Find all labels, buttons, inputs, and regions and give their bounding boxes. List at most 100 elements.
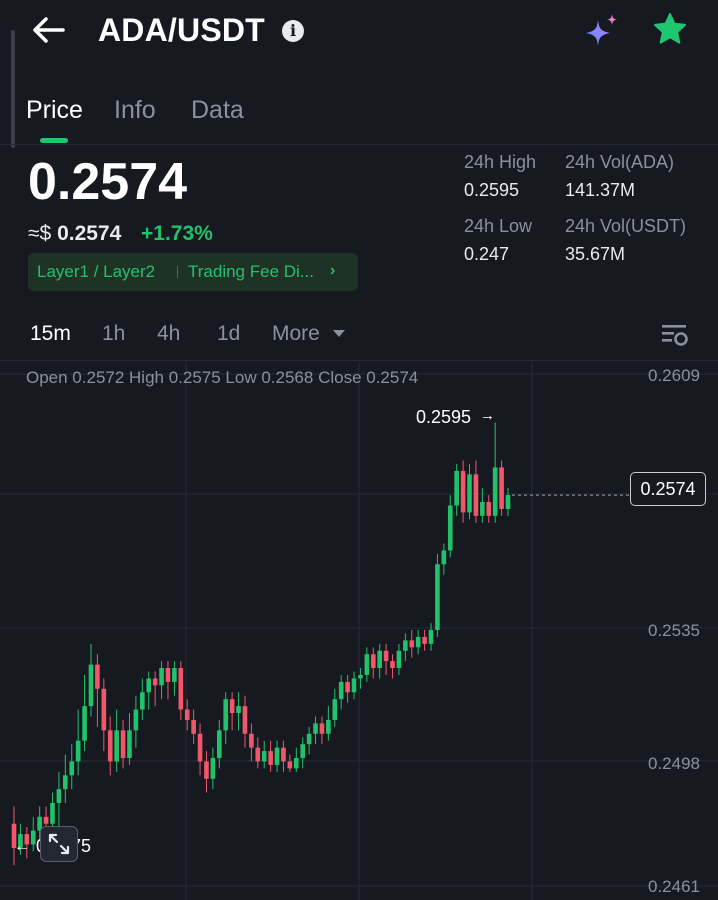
timeframe-4h[interactable]: 4h xyxy=(157,322,181,345)
candle-body xyxy=(480,502,485,516)
arrow-left-icon: ← xyxy=(14,838,30,855)
chevron-right-icon[interactable]: › xyxy=(330,262,336,279)
candle-body xyxy=(165,668,171,682)
candle-body xyxy=(197,733,203,762)
candle-body xyxy=(133,709,139,731)
candle-body xyxy=(114,730,119,762)
stat-vol-base-value: 141.37M xyxy=(565,180,636,200)
candle-body xyxy=(505,495,511,509)
candle-body xyxy=(63,775,68,790)
approx-prefix: ≈$ xyxy=(28,222,52,245)
tabs-divider xyxy=(0,144,718,145)
candle-body xyxy=(338,681,344,700)
caret-down-icon[interactable] xyxy=(333,330,345,337)
tag-divider xyxy=(177,266,178,278)
chart-settings-icon[interactable] xyxy=(660,322,690,348)
candle-body xyxy=(120,730,126,758)
candle-body xyxy=(107,730,113,762)
candle-body xyxy=(499,467,504,509)
candle-body xyxy=(152,678,158,686)
sparkle-icon[interactable] xyxy=(582,12,622,50)
candle-body xyxy=(11,823,17,848)
active-tab-indicator xyxy=(40,138,68,143)
timeframe-15m[interactable]: 15m xyxy=(30,322,71,345)
candle-body xyxy=(351,678,357,693)
candle-body xyxy=(210,758,216,779)
candle-body xyxy=(30,830,36,845)
candle-body xyxy=(281,747,286,762)
stat-low-value: 0.247 xyxy=(464,244,510,264)
candle-body xyxy=(261,751,267,762)
candle-body xyxy=(467,474,472,513)
candle-body xyxy=(69,761,75,776)
candle-body xyxy=(255,747,261,762)
tab-info[interactable]: Info xyxy=(114,96,156,124)
candle-body xyxy=(383,650,389,662)
candle-body xyxy=(18,834,23,848)
candle-body xyxy=(204,761,209,779)
candle-body xyxy=(422,636,427,644)
current-price-tag: 0.2574 xyxy=(630,472,706,506)
timeframe-more[interactable]: More xyxy=(272,322,320,345)
candle-body xyxy=(377,650,382,669)
candle-body xyxy=(24,834,30,845)
candle-body xyxy=(293,758,299,769)
candle-body xyxy=(300,744,306,758)
candle-body xyxy=(486,502,492,516)
candle-body xyxy=(403,640,408,651)
y-tick-low: 0.2498 xyxy=(648,754,700,773)
candle-body xyxy=(396,650,402,669)
expand-icon[interactable] xyxy=(40,826,78,862)
stat-high-value: 0.2595 xyxy=(464,180,520,200)
candle-body xyxy=(178,668,184,710)
high-marker-label: 0.2595 xyxy=(416,407,472,427)
candle-body xyxy=(332,699,338,720)
candle-body xyxy=(454,470,459,506)
candle-body xyxy=(390,661,395,669)
tag-promo[interactable]: Trading Fee Di... xyxy=(188,262,314,281)
candle-body xyxy=(415,636,421,648)
tag-sector[interactable]: Layer1 / Layer2 xyxy=(37,262,156,281)
candle-body xyxy=(127,730,132,758)
y-tick-top: 0.2609 xyxy=(648,366,700,385)
tags-bar[interactable] xyxy=(28,253,358,291)
candle-body xyxy=(364,654,370,675)
candle-body xyxy=(274,747,280,765)
candle-body xyxy=(37,816,42,831)
candle-body xyxy=(43,816,49,824)
candle-body xyxy=(88,664,94,707)
stat-vol-base-label: 24h Vol(ADA) xyxy=(565,152,675,172)
candle-body xyxy=(223,699,229,731)
timeframe-1h[interactable]: 1h xyxy=(102,322,126,345)
back-arrow-icon[interactable] xyxy=(30,14,66,46)
candle-body xyxy=(242,706,248,734)
candle-body xyxy=(492,467,498,516)
candle-body xyxy=(146,678,152,693)
candle-body xyxy=(345,681,350,693)
candle-body xyxy=(172,668,177,682)
candle-body xyxy=(370,654,376,669)
candle-body xyxy=(249,733,254,748)
ohlc-readout: Open 0.2572 High 0.2575 Low 0.2568 Close… xyxy=(26,368,419,387)
candle-body xyxy=(306,733,312,745)
candlestick-chart[interactable] xyxy=(0,362,718,900)
candle-body xyxy=(326,719,331,734)
candle-body xyxy=(95,664,100,689)
info-icon[interactable]: i xyxy=(282,20,304,42)
candle-body xyxy=(56,789,62,803)
stat-high-label: 24h High xyxy=(464,152,537,172)
timeframe-1d[interactable]: 1d xyxy=(217,322,241,345)
candle-body xyxy=(435,564,440,630)
star-icon[interactable] xyxy=(653,12,687,46)
candle-body xyxy=(75,740,81,762)
candle-body xyxy=(313,723,318,734)
candle-body xyxy=(441,550,447,565)
expand-arrows-icon xyxy=(48,833,70,855)
scroll-indicator[interactable] xyxy=(11,30,15,148)
candle-body xyxy=(460,470,466,513)
candle-body xyxy=(184,709,190,720)
tab-data[interactable]: Data xyxy=(191,96,244,124)
candle-body xyxy=(319,723,325,734)
candle-body xyxy=(159,668,164,686)
tab-price[interactable]: Price xyxy=(26,96,83,124)
